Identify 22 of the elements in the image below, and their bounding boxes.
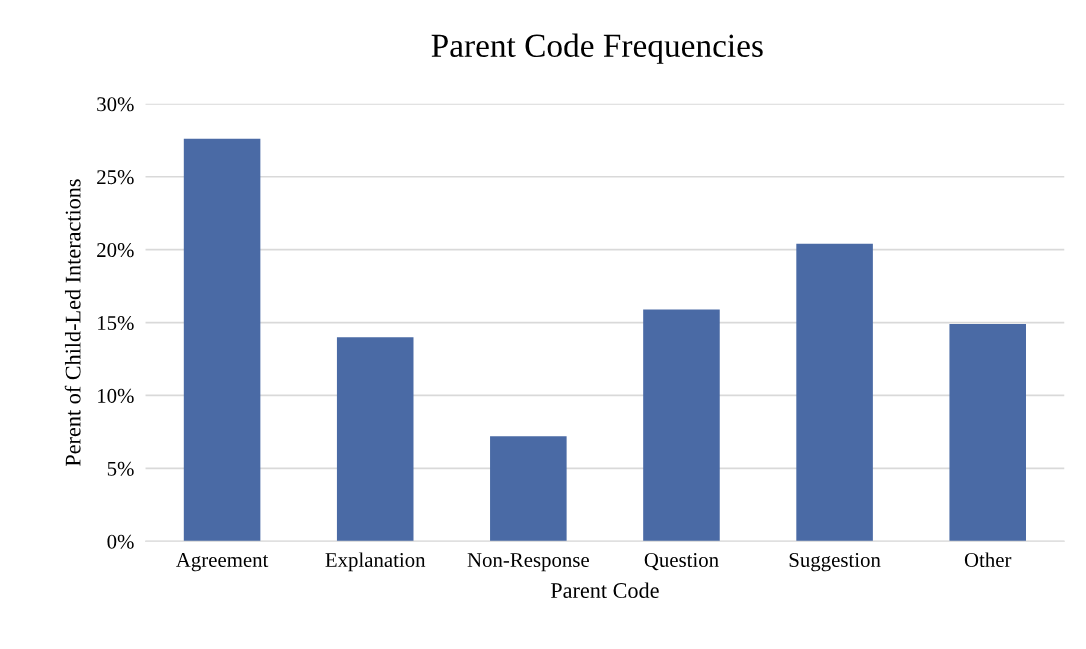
x-tick-label: Other (964, 552, 1012, 568)
y-axis-title: Perent of Child-Led Interactions (64, 179, 81, 467)
y-tick-label: 15% (98, 315, 134, 331)
x-tick-label: Non-Response (467, 553, 589, 572)
bar (336, 337, 414, 542)
x-tick-label: Agreement (176, 553, 269, 572)
bar (796, 243, 873, 542)
y-tick-label: 20% (97, 243, 134, 258)
x-tick-label: Explanation (325, 552, 426, 572)
bar (949, 324, 1026, 542)
bar (490, 436, 567, 542)
x-axis-title: Parent Code (550, 582, 659, 599)
x-tick-label: Suggestion (789, 552, 881, 572)
chart-title: Parent Code Frequencies (431, 33, 763, 64)
bar (643, 309, 720, 542)
y-tick-label: 5% (107, 461, 134, 476)
y-tick-label: 0% (107, 534, 134, 549)
bar (183, 138, 261, 542)
y-tick-label: 30% (97, 97, 134, 112)
y-tick-label: 25% (97, 170, 134, 185)
x-tick-label: Question (644, 553, 719, 571)
y-tick-label: 10% (98, 388, 134, 403)
